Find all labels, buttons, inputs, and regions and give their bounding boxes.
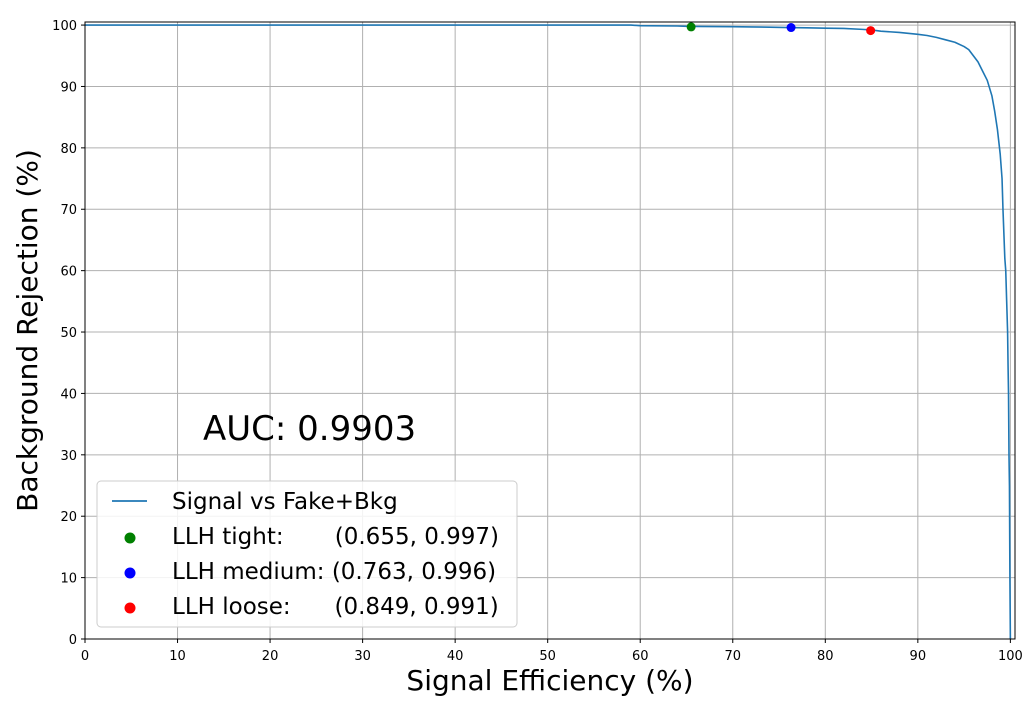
y-tick-label: 10	[60, 572, 77, 587]
tick-layer: 0 10 20 30 40 50 60 70 80 90 100 0 10 20 30 40 50 60 70 80 9…	[52, 19, 1023, 664]
x-tick-label: 100	[998, 649, 1023, 664]
curve-layer	[85, 22, 1012, 640]
wp-point-1	[686, 22, 696, 32]
x-tick-label: 20	[262, 649, 279, 664]
y-tick-label: 30	[60, 449, 77, 464]
wp-point-2	[786, 23, 796, 33]
y-tick-label: 0	[69, 633, 77, 648]
wp-point-3	[866, 26, 876, 36]
y-tick-label: 100	[52, 19, 77, 34]
x-tick-label: 80	[817, 649, 834, 664]
legend-entry-label: LLH loose: (0.849, 0.991)	[172, 594, 499, 620]
x-tick-label: 30	[354, 649, 371, 664]
x-tick-label: 40	[447, 649, 464, 664]
legend-marker-swatch	[124, 532, 136, 544]
y-tick-label: 80	[60, 142, 77, 157]
legend-box	[96, 480, 518, 628]
legend-entry-label: Signal vs Fake+Bkg	[172, 489, 398, 515]
auc-annotation: AUC: 0.9903	[203, 409, 416, 449]
x-tick-label: 50	[539, 649, 556, 664]
y-tick-label: 40	[60, 387, 77, 402]
y-tick-label: 70	[60, 203, 77, 218]
y-axis-label: Background Rejection (%)	[11, 149, 44, 512]
plot-frame	[84, 21, 1016, 640]
legend-entry-label: LLH medium: (0.763, 0.996)	[172, 559, 496, 585]
x-tick-label: 60	[632, 649, 649, 664]
frame-layer	[84, 21, 1016, 640]
x-tick-label: 10	[169, 649, 186, 664]
x-tick-label: 0	[81, 649, 89, 664]
x-tick-label: 90	[910, 649, 927, 664]
x-axis-label: Signal Efficiency (%)	[406, 664, 693, 697]
y-tick-label: 90	[60, 80, 77, 95]
legend: Signal vs Fake+Bkg LLH tight: (0.655, 0.9…	[96, 480, 518, 628]
legend-marker-swatch	[124, 567, 136, 579]
legend-entry-label: LLH tight: (0.655, 0.997)	[172, 524, 499, 550]
y-tick-label: 50	[60, 326, 77, 341]
y-tick-label: 20	[60, 510, 77, 525]
y-tick-label: 60	[60, 265, 77, 280]
legend-marker-swatch	[124, 602, 136, 614]
roc-curve-line	[85, 24, 1012, 640]
x-tick-label: 70	[724, 649, 741, 664]
